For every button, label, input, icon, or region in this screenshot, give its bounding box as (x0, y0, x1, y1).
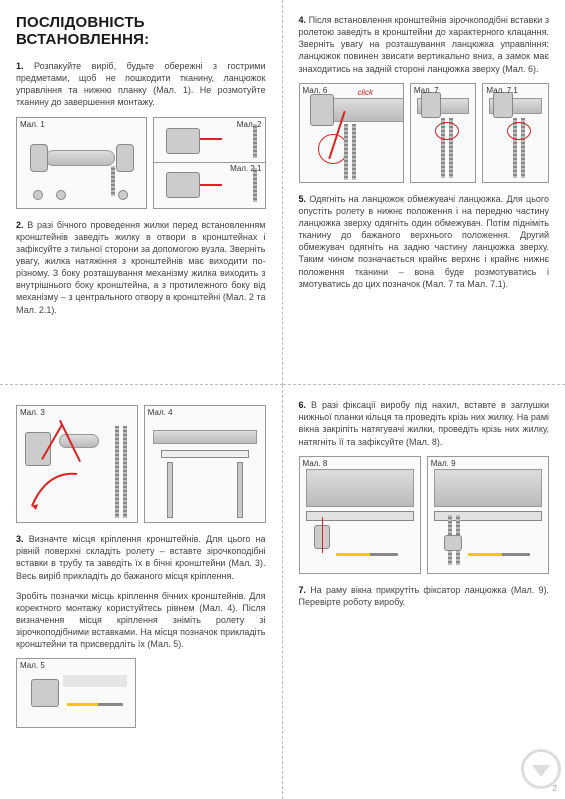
step-6-lead: 6. (299, 400, 307, 410)
step-7-lead: 7. (299, 585, 307, 595)
fig-row-6: Мал. 8 Мал. 9 (299, 456, 550, 574)
step-5-text: 5. Одягніть на ланцюжок обмежувачі ланцю… (299, 193, 550, 290)
figure-4-label: Мал. 4 (148, 408, 173, 417)
figure-7-label: Мал. 7 (414, 86, 439, 95)
figure-21-label: Мал. 2.1 (230, 164, 261, 173)
click-label: click (358, 88, 374, 97)
figure-9: Мал. 9 (427, 456, 549, 574)
figure-7: Мал. 7 (410, 83, 477, 183)
page-title: ПОСЛІДОВНІСТЬ ВСТАНОВЛЕННЯ: (16, 14, 266, 48)
step-4-body: Після встановлення кронштейнів зірочкопо… (299, 15, 550, 74)
step-6-text: 6. В разі фіксації виробу під нахил, вст… (299, 399, 550, 448)
step-7-body: На раму вікна прикрутіть фіксатор ланцюж… (299, 585, 550, 607)
figure-3-label: Мал. 3 (20, 408, 45, 417)
page-number: 2 (553, 784, 557, 793)
fig-row-3: Мал. 3 Мал. 4 (16, 405, 266, 523)
figure-2-21: Мал. 2 Мал. 2.1 (153, 117, 265, 209)
watermark-arrow-icon (521, 749, 561, 789)
figure-3: Мал. 3 (16, 405, 138, 523)
step-2-lead: 2. (16, 220, 24, 230)
assembly-arrow-icon (27, 466, 87, 516)
step-5-body: Одягніть на ланцюжок обмежувачі ланцюжка… (299, 194, 550, 289)
figure-5-label: Мал. 5 (20, 661, 45, 670)
step-6-body: В разі фіксації виробу під нахил, вставт… (299, 400, 550, 446)
quadrant-top-right: 4. Після встановлення кронштейнів зірочк… (283, 0, 565, 385)
figure-8: Мал. 8 (299, 456, 421, 574)
figure-8-label: Мал. 8 (303, 459, 328, 468)
quadrant-top-left: ПОСЛІДОВНІСТЬ ВСТАНОВЛЕННЯ: 1. Розпакуйт… (0, 0, 283, 385)
figure-9-label: Мал. 9 (431, 459, 456, 468)
step-1-body: Розпакуйте виріб, будьте обережні з гост… (16, 61, 266, 107)
figure-71: Мал. 7.1 (482, 83, 549, 183)
step-2-text: 2. В разі бічного проведення жилки перед… (16, 219, 266, 316)
step-1-lead: 1. (16, 61, 24, 71)
figure-1-label: Мал. 1 (20, 120, 45, 129)
step-5-lead: 5. (299, 194, 307, 204)
fig-row-5: Мал. 5 (16, 658, 266, 728)
step-3-lead: 3. (16, 534, 24, 544)
figure-71-label: Мал. 7.1 (486, 86, 517, 95)
quadrant-bottom-right: 6. В разі фіксації виробу під нахил, вст… (283, 385, 565, 799)
step-3a-body: Визначте місця кріплення кронштейнів. Дл… (16, 534, 266, 580)
step-1-text: 1. Розпакуйте виріб, будьте обережні з г… (16, 60, 266, 109)
step-7-text: 7. На раму вікна прикрутіть фіксатор лан… (299, 584, 550, 608)
fig-row-1: Мал. 1 Мал. 2 Мал. 2.1 (16, 117, 266, 209)
figure-4: Мал. 4 (144, 405, 266, 523)
figure-1: Мал. 1 (16, 117, 147, 209)
figure-2-label: Мал. 2 (237, 120, 262, 129)
fig-row-4: Мал. 6 click Мал. 7 Мал. 7.1 (299, 83, 550, 183)
quadrant-bottom-left: Мал. 3 Мал. 4 3 (0, 385, 283, 799)
figure-5: Мал. 5 (16, 658, 136, 728)
figure-6: Мал. 6 click (299, 83, 404, 183)
step-4-lead: 4. (299, 15, 307, 25)
step-4-text: 4. Після встановлення кронштейнів зірочк… (299, 14, 550, 75)
step-3b-text: Зробіть позначки місць кріплення бічних … (16, 590, 266, 651)
step-2-body: В разі бічного проведення жилки перед вс… (16, 220, 266, 315)
figure-6-label: Мал. 6 (303, 86, 328, 95)
step-3a-text: 3. Визначте місця кріплення кронштейнів.… (16, 533, 266, 582)
